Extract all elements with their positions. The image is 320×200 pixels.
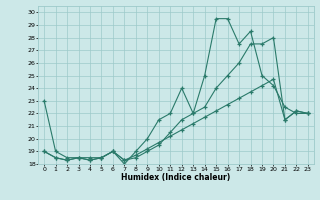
X-axis label: Humidex (Indice chaleur): Humidex (Indice chaleur) <box>121 173 231 182</box>
